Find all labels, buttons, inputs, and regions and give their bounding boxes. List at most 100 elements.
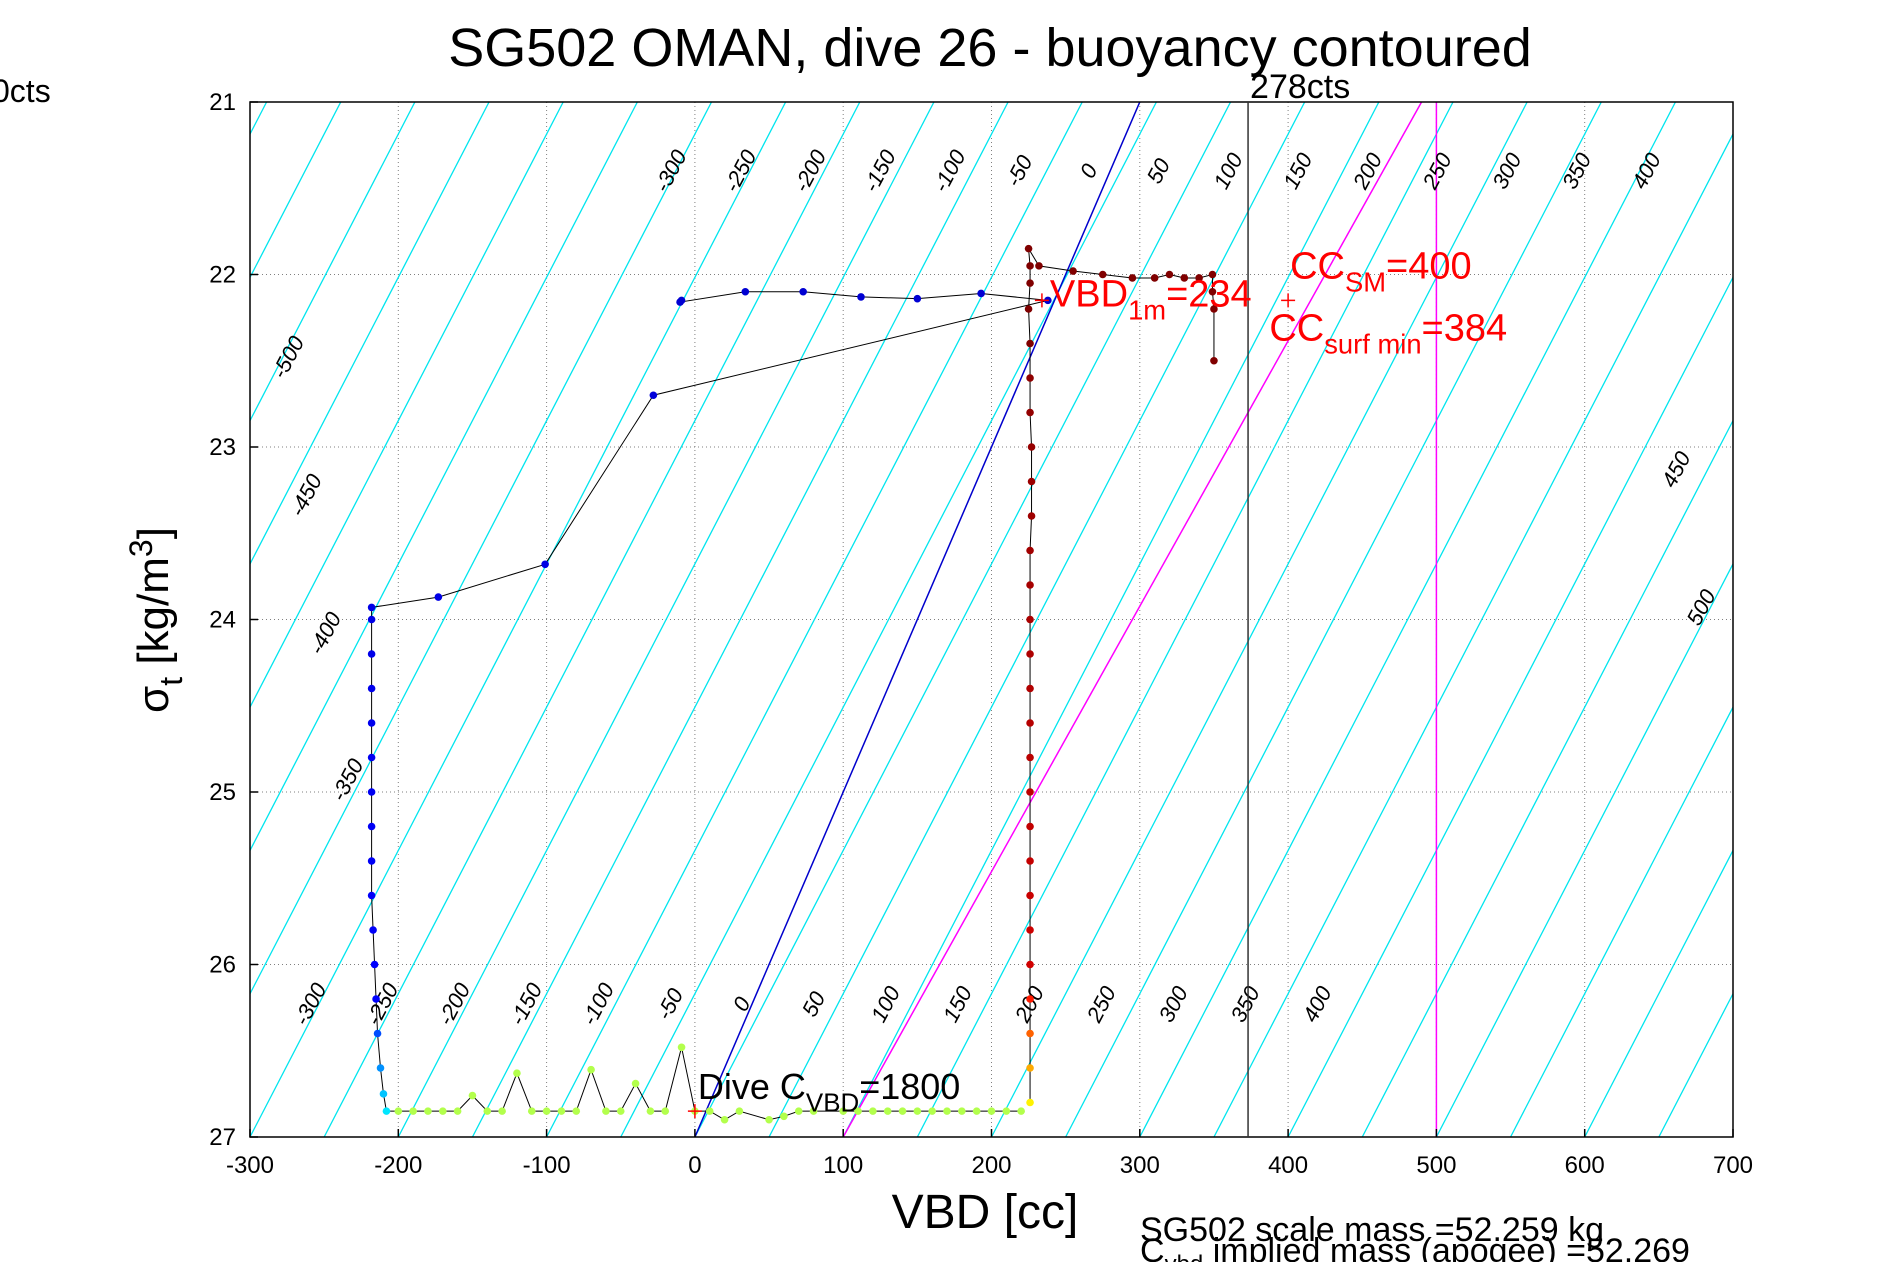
cc-sm-label: CCSM=400 (1290, 245, 1472, 297)
footer-implied-mass-rest: implied mass (apogee) =52.269 (1203, 1232, 1690, 1262)
climb-point (1026, 374, 1034, 382)
footer-implied-mass: Cvbd implied mass (apogee) =52.269 (1140, 1232, 1690, 1262)
x-tick-label: 0 (688, 1152, 701, 1179)
vbd-1m-marker (1034, 293, 1049, 308)
climb-point (1208, 270, 1217, 279)
climb-point (1026, 684, 1034, 693)
buoyancy-contour-line (1213, 132, 1733, 1137)
y-axis-label-symbol: σ (129, 686, 178, 713)
dive-point (409, 1107, 417, 1115)
dive-point (376, 1064, 385, 1072)
dive-point (542, 1107, 551, 1115)
cc-sm-marker (1281, 293, 1296, 308)
climb-point (1026, 1098, 1034, 1107)
buoyancy-contour-line (916, 102, 1454, 1137)
dive-point (972, 1107, 981, 1115)
dive-point (369, 926, 377, 934)
magenta-contour-line (842, 102, 1423, 1137)
dive-point (367, 603, 376, 612)
footer-scale-mass: SG502 scale mass =52.259 kg (1140, 1211, 1604, 1249)
dive-cvbd-label: Dive CVBD=1800 (698, 1066, 960, 1118)
footer-implied-mass-prefix: C (1140, 1232, 1165, 1262)
y-tick-label: 23 (209, 434, 236, 461)
dive-point (367, 753, 376, 762)
climb-point (1026, 960, 1034, 969)
dive-point (541, 560, 549, 569)
buoyancy-contour-line (1509, 705, 1733, 1137)
dive-point (527, 1107, 536, 1115)
dive-point (741, 287, 750, 296)
dive-point (367, 650, 376, 658)
buoyancy-contour-line (1732, 1135, 1733, 1137)
buoyancy-contour-line (1065, 102, 1602, 1137)
dive-point (468, 1091, 477, 1100)
climb-point (1035, 262, 1043, 270)
y-tick-label: 25 (209, 779, 236, 806)
y-tick-label: 24 (209, 607, 236, 634)
dive-point (705, 1107, 714, 1115)
x-tick-label: -300 (226, 1152, 274, 1179)
dive-point (913, 1107, 922, 1115)
dive-point (394, 1107, 403, 1115)
dive-point (799, 287, 807, 296)
vbd-1m-label: VBD1m=234 (1050, 273, 1252, 325)
annotations: Dive CVBD=1800 VBD1m=234 CCSM=400 CCsurf mi… (687, 245, 1507, 1119)
dive-point (676, 298, 684, 306)
buoyancy-contour-line (250, 102, 564, 709)
y-tick-label: 26 (209, 952, 236, 979)
dive-point (483, 1107, 492, 1115)
dive-point (977, 289, 985, 298)
chart-title: SG502 OMAN, dive 26 - buoyancy contoured (448, 18, 1532, 78)
x-tick-label: 700 (1713, 1152, 1753, 1179)
buoyancy-contour-line (1287, 275, 1733, 1137)
climb-point (1026, 926, 1034, 934)
vbd-marker-label: 278cts (1250, 68, 1350, 106)
buoyancy-contour-line (1139, 102, 1677, 1137)
y-axis-label-close: ] (129, 527, 178, 539)
dive-point (720, 1115, 729, 1124)
y-tick-label: 27 (209, 1124, 236, 1151)
dive-point (424, 1107, 432, 1115)
y-axis-label-sub: t (153, 677, 189, 686)
dive-point (438, 1107, 447, 1115)
x-tick-label: 500 (1416, 1152, 1456, 1179)
climb-point (1026, 857, 1034, 865)
dive-point (883, 1107, 892, 1115)
dive-point (661, 1107, 670, 1115)
dive-point (928, 1107, 936, 1115)
climb-point (1026, 339, 1034, 348)
x-tick-label: 300 (1120, 1152, 1160, 1179)
dive-point (557, 1107, 566, 1115)
climb-point (1027, 512, 1036, 520)
x-tick-label: -200 (374, 1152, 422, 1179)
climb-point (1026, 719, 1034, 727)
buoyancy-contour-line (620, 102, 1157, 1137)
buoyancy-contour-line (1584, 849, 1733, 1137)
dive-point (616, 1107, 625, 1115)
dive-point (1002, 1107, 1011, 1115)
buoyancy-contours (250, 102, 1733, 1137)
dive-point (453, 1107, 462, 1115)
dive-point (958, 1107, 966, 1115)
dive-point (898, 1107, 907, 1115)
dive-point (869, 1107, 877, 1115)
dive-point (809, 1107, 818, 1115)
dive-point (649, 391, 658, 400)
climb-point (1024, 305, 1033, 313)
dive-point (367, 788, 376, 796)
dive-point (943, 1107, 951, 1115)
dive-point (677, 1043, 686, 1052)
climb-point (1150, 274, 1159, 282)
dive-point (572, 1107, 581, 1115)
climb-point (1098, 270, 1107, 279)
buoyancy-contour-line (323, 102, 861, 1137)
x-tick-label: 200 (971, 1152, 1011, 1179)
climb-point (1026, 581, 1034, 589)
climb-point (1026, 262, 1034, 270)
dive-point (367, 615, 376, 624)
y-axis-label: σt [kg/m3] (123, 527, 189, 713)
climb-point (1027, 443, 1036, 451)
climb-point (1026, 1029, 1034, 1038)
dive-point (382, 1107, 391, 1115)
